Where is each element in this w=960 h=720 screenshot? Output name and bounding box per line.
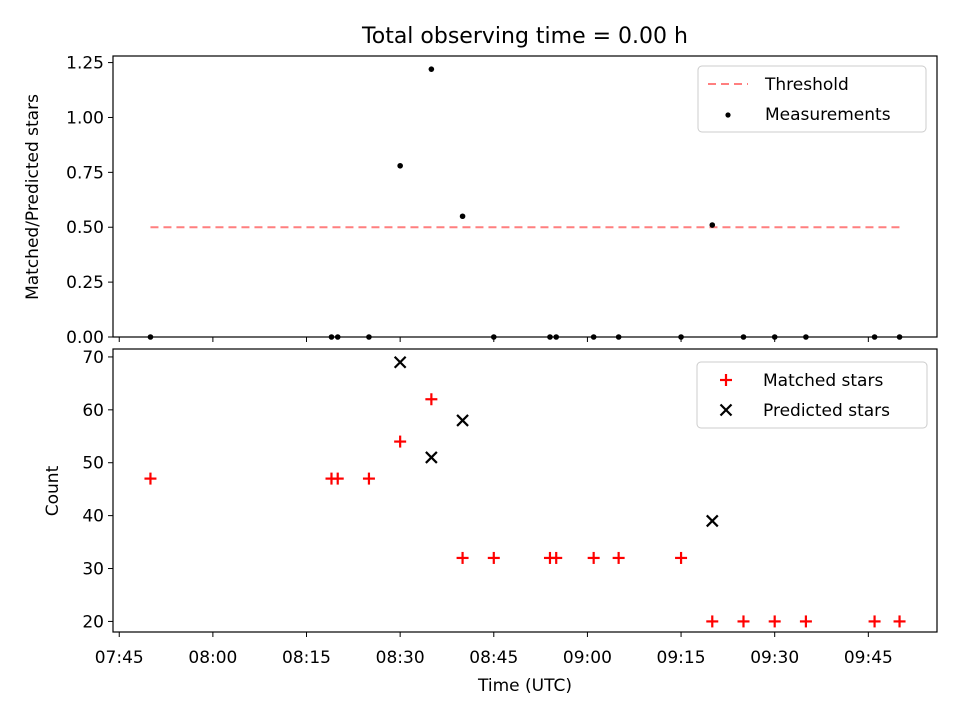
bottom-legend: Matched stars Predicted stars bbox=[696, 361, 928, 429]
matched-star-point bbox=[675, 551, 688, 564]
measurement-point bbox=[771, 334, 778, 340]
top-y-axis-label: Matched/Predicted stars bbox=[23, 94, 43, 300]
measurement-point bbox=[490, 334, 497, 340]
matched-star-point bbox=[144, 472, 157, 485]
legend-matched-marker bbox=[720, 374, 732, 386]
bottom-y-axis-label: Count bbox=[43, 465, 63, 516]
top-panel: 0.00 0.25 0.50 0.75 1.00 1.25 Matched/Predict… bbox=[23, 54, 938, 348]
x-tick-label: 08:15 bbox=[282, 648, 331, 668]
bottom-y-tick-label: 40 bbox=[82, 507, 104, 527]
legend-threshold-label: Threshold bbox=[764, 75, 849, 95]
matched-star-point bbox=[394, 435, 407, 448]
x-tick-label: 07:45 bbox=[95, 648, 144, 668]
chart-title: Total observing time = 0.00 h bbox=[361, 24, 688, 49]
bottom-y-ticks: 20 30 40 50 60 70 bbox=[82, 348, 113, 632]
measurement-point bbox=[459, 213, 466, 220]
top-y-tick-label: 0.50 bbox=[66, 218, 104, 238]
predicted-star-point bbox=[705, 514, 719, 528]
top-y-tick-label: 1.00 bbox=[66, 108, 104, 128]
measurement-point bbox=[871, 334, 878, 340]
top-legend-box bbox=[697, 65, 927, 133]
matched-star-point bbox=[893, 615, 906, 628]
measurement-point bbox=[740, 334, 747, 340]
top-plot-area bbox=[112, 55, 938, 338]
bottom-y-tick-label: 60 bbox=[82, 401, 104, 421]
matched-star-point bbox=[706, 615, 719, 628]
bottom-y-tick-label: 20 bbox=[82, 612, 104, 632]
x-tick-label: 08:45 bbox=[469, 648, 518, 668]
count-points bbox=[144, 355, 906, 628]
measurement-points bbox=[147, 66, 903, 340]
matched-star-point bbox=[768, 615, 781, 628]
top-y-tick-label: 1.25 bbox=[66, 54, 104, 74]
measurement-point bbox=[615, 334, 622, 340]
top-legend: Threshold Measurements bbox=[697, 65, 927, 133]
bottom-legend-box bbox=[696, 361, 928, 429]
legend-measurements-label: Measurements bbox=[765, 105, 891, 125]
top-y-tick-label: 0.25 bbox=[66, 273, 104, 293]
top-y-ticks: 0.00 0.25 0.50 0.75 1.00 1.25 bbox=[66, 54, 113, 348]
matched-star-point bbox=[331, 472, 344, 485]
matched-star-point bbox=[868, 615, 881, 628]
matched-star-point bbox=[587, 551, 600, 564]
matched-star-point bbox=[425, 393, 438, 406]
measurement-point bbox=[334, 334, 341, 340]
x-tick-label: 08:00 bbox=[188, 648, 237, 668]
bottom-panel: 20 30 40 50 60 70 07:45 08:00 08:15 08:30 08:45 09… bbox=[43, 348, 938, 696]
top-y-tick-label: 0.75 bbox=[66, 163, 104, 183]
bottom-y-tick-label: 50 bbox=[82, 454, 104, 474]
predicted-star-point bbox=[425, 451, 438, 464]
matched-star-point bbox=[799, 615, 812, 628]
top-y-tick-label: 0.00 bbox=[66, 328, 104, 348]
legend-matched-label: Matched stars bbox=[763, 371, 883, 391]
matched-star-point bbox=[550, 551, 563, 564]
measurement-point bbox=[328, 334, 335, 340]
predicted-star-point bbox=[393, 355, 407, 369]
x-tick-label: 09:00 bbox=[563, 648, 612, 668]
legend-predicted-swatch bbox=[719, 403, 733, 417]
matched-star-point bbox=[737, 615, 750, 628]
bottom-plot-area bbox=[112, 348, 938, 633]
x-tick-label: 09:30 bbox=[750, 648, 799, 668]
measurement-point bbox=[590, 334, 597, 340]
matched-star-point bbox=[362, 472, 375, 485]
legend-measurements-swatch bbox=[725, 112, 731, 118]
measurement-point bbox=[547, 334, 553, 340]
measurement-point bbox=[366, 334, 372, 340]
measurement-point bbox=[147, 334, 154, 340]
matched-star-point bbox=[487, 551, 500, 564]
matched-star-point bbox=[612, 551, 625, 564]
legend-matched-swatch bbox=[720, 374, 732, 386]
predicted-star-point bbox=[456, 414, 469, 427]
bottom-y-tick-label: 70 bbox=[82, 348, 104, 368]
x-tick-label: 08:30 bbox=[376, 648, 425, 668]
measurement-point bbox=[553, 334, 560, 340]
x-axis-label: Time (UTC) bbox=[477, 676, 572, 696]
x-tick-label: 09:45 bbox=[844, 648, 893, 668]
bottom-x-ticks: 07:45 08:00 08:15 08:30 08:45 09:00 09:15 09:30… bbox=[95, 632, 893, 668]
measurement-point bbox=[428, 66, 435, 72]
measurement-point bbox=[678, 334, 684, 340]
legend-predicted-marker bbox=[719, 403, 733, 417]
legend-predicted-label: Predicted stars bbox=[763, 401, 890, 421]
measurement-point bbox=[709, 222, 716, 228]
measurement-point bbox=[896, 334, 903, 340]
x-tick-label: 09:15 bbox=[657, 648, 706, 668]
matched-star-point bbox=[456, 551, 469, 564]
bottom-y-tick-label: 30 bbox=[82, 560, 104, 580]
measurement-point bbox=[803, 334, 809, 340]
measurement-point bbox=[397, 162, 403, 169]
